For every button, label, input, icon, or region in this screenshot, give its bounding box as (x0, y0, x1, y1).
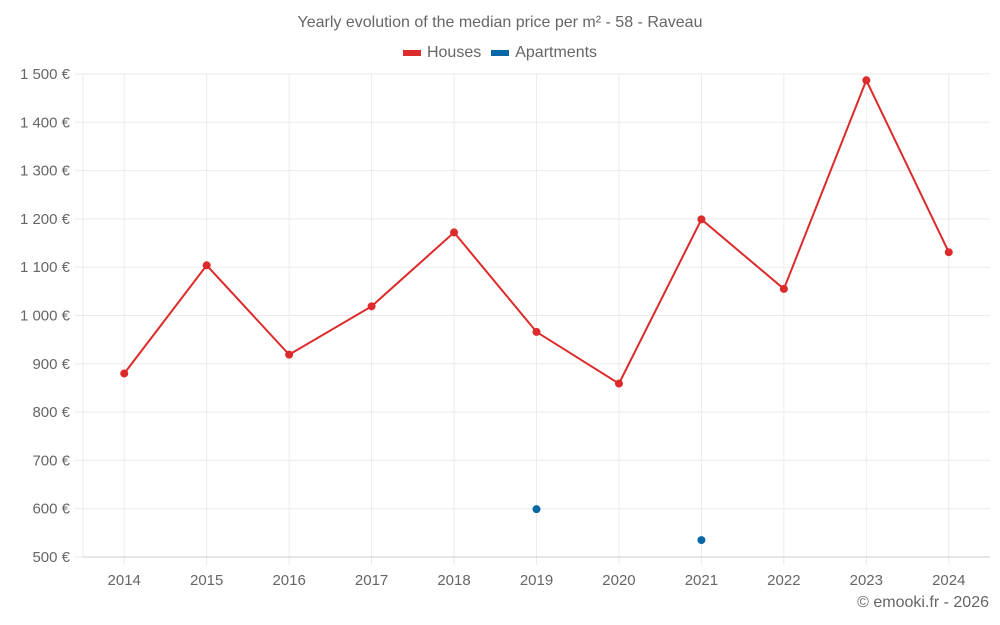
x-tick-label: 2021 (685, 572, 718, 589)
data-point[interactable] (697, 215, 706, 224)
legend-label-houses: Houses (426, 44, 482, 61)
x-tick-label: 2017 (355, 572, 388, 589)
y-tick-label: 700 € (32, 452, 70, 469)
y-tick-label: 600 € (32, 501, 70, 518)
x-tick-label: 2022 (767, 572, 800, 589)
x-tick-label: 2015 (190, 572, 223, 589)
legend-item-apartments[interactable]: Apartments (491, 44, 597, 62)
data-point[interactable] (285, 350, 294, 359)
legend-label-apartments: Apartments (515, 44, 598, 61)
y-tick-label: 1 200 € (20, 211, 71, 228)
x-tick-label: 2019 (520, 572, 553, 589)
data-series (120, 76, 953, 545)
legend-item-houses[interactable]: Houses (402, 44, 482, 62)
series-houses (120, 76, 953, 388)
data-point[interactable] (944, 248, 953, 257)
data-point[interactable] (697, 536, 706, 545)
data-point[interactable] (614, 379, 623, 388)
x-tick-label: 2020 (602, 572, 635, 589)
data-point[interactable] (862, 76, 871, 85)
data-point[interactable] (450, 228, 459, 237)
data-point[interactable] (532, 505, 541, 514)
y-tick-label: 500 € (32, 549, 70, 566)
chart-title: Yearly evolution of the median price per… (297, 14, 703, 31)
y-tick-label: 1 000 € (20, 308, 71, 325)
copyright-credit: © emooki.fr - 2026 (857, 594, 989, 611)
y-tick-label: 1 300 € (20, 163, 71, 180)
grid-lines (82, 73, 990, 565)
x-tick-label: 2018 (437, 572, 470, 589)
houses-swatch-icon (402, 50, 421, 56)
y-tick-label: 1 400 € (20, 114, 71, 131)
x-tick-label: 2024 (932, 572, 965, 589)
data-point[interactable] (532, 327, 541, 336)
legend: Houses Apartments (0, 44, 1000, 62)
data-point[interactable] (779, 284, 788, 293)
data-point[interactable] (202, 261, 211, 270)
series-apartments (532, 505, 706, 545)
x-tick-label: 2016 (272, 572, 305, 589)
y-tick-label: 1 500 € (20, 66, 71, 83)
x-axis: 2014 2015 2016 2017 2018 2019 2020 2021 2022 2023… (83, 556, 990, 589)
y-tick-label: 900 € (32, 356, 70, 373)
x-tick-label: 2014 (108, 572, 141, 589)
data-point[interactable] (120, 369, 129, 378)
y-tick-label: 1 100 € (20, 259, 71, 276)
y-axis: 500 € 600 € 700 € 800 € 900 € 1 000 € 1 100 € 1… (20, 66, 83, 566)
y-tick-label: 800 € (32, 404, 70, 421)
data-point[interactable] (367, 302, 376, 311)
x-tick-label: 2023 (850, 572, 883, 589)
apartments-swatch-icon (491, 50, 510, 56)
